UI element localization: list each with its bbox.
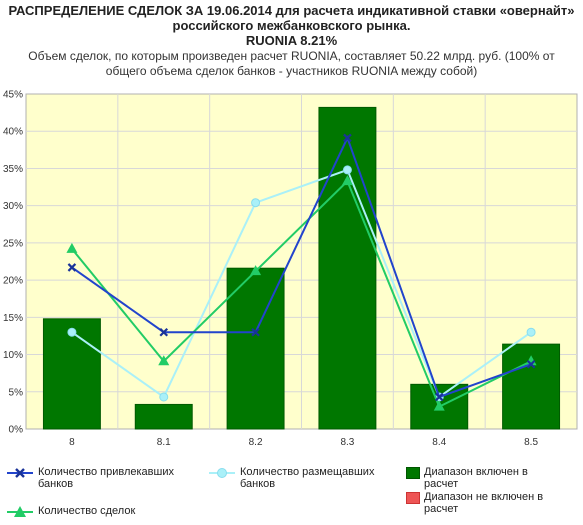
y-tick-label: 30% xyxy=(3,201,23,212)
data-point xyxy=(67,263,77,272)
chart-title-line-3: RUONIA 8.21% xyxy=(245,33,338,48)
legend-label-placers: Количество размещавших банков xyxy=(240,466,375,490)
y-tick-label: 10% xyxy=(3,350,23,361)
chart-subtitle: Объем сделок, по которым произведен расч… xyxy=(0,49,583,79)
x-marker-icon xyxy=(7,468,33,478)
x-tick-label: 8.3 xyxy=(340,437,354,448)
data-point xyxy=(343,133,352,143)
chart-subtitle-line-2: общего объема сделок банков - участников… xyxy=(105,64,478,78)
legend-item-borrowers[interactable]: Количество привлекавших банков xyxy=(6,466,178,490)
data-point xyxy=(434,392,444,402)
legend-item-placers[interactable]: Количество размещавших банков xyxy=(208,466,380,490)
data-point xyxy=(526,359,536,369)
data-point xyxy=(159,392,169,402)
data-point xyxy=(250,265,262,276)
data-point xyxy=(251,327,260,337)
legend-label-included: Диапазон включен в расчет xyxy=(424,466,528,490)
chart-subtitle-line-1: Объем сделок, по которым произведен расч… xyxy=(28,49,555,63)
chart-title-line-2: российского межбанковского рынка. xyxy=(172,18,411,33)
bar xyxy=(134,403,193,430)
legend-item-included[interactable]: Диапазон включен в расчет xyxy=(406,466,564,490)
data-point xyxy=(251,198,261,208)
y-tick-label: 40% xyxy=(3,127,23,138)
chart-canvas: 0% 5% 10% 15% 20% 25% 30% 35% 40% 45% 8 8.1 8.2 8.3 8.… xyxy=(3,90,578,448)
data-point xyxy=(342,165,352,175)
included-swatch-icon xyxy=(406,467,420,479)
legend-label-excluded: Диапазон не включен в расчет xyxy=(424,491,544,515)
series-line xyxy=(71,179,532,409)
y-tick-label: 35% xyxy=(3,164,23,175)
x-tick-label: 8 xyxy=(69,437,75,448)
y-tick-label: 20% xyxy=(3,276,23,287)
data-point xyxy=(433,400,445,411)
x-tick-label: 8.5 xyxy=(524,437,538,448)
y-tick-label: 15% xyxy=(3,313,23,324)
triangle-marker-icon xyxy=(7,506,33,517)
bar xyxy=(42,318,101,430)
y-tick-label: 5% xyxy=(9,387,24,398)
chart-legend: Количество привлекавших банков Количеств… xyxy=(0,460,583,525)
x-tick-label: 8.4 xyxy=(432,437,446,448)
legend-item-deals[interactable]: Количество сделок xyxy=(6,505,178,519)
series-line xyxy=(71,135,532,399)
data-point xyxy=(67,327,77,337)
legend-item-excluded[interactable]: Диапазон не включен в расчет xyxy=(406,491,564,515)
bar xyxy=(318,106,377,430)
data-point xyxy=(66,242,78,253)
y-tick-label: 0% xyxy=(9,425,24,436)
data-point xyxy=(158,355,170,366)
chart-title-line-1: РАСПРЕДЕЛЕНИЕ СДЕЛОК ЗА 19.06.2014 для р… xyxy=(8,3,575,18)
excluded-swatch-icon xyxy=(406,492,420,504)
x-tick-label: 8.1 xyxy=(157,437,171,448)
y-tick-label: 25% xyxy=(3,238,23,249)
data-point xyxy=(341,175,353,186)
legend-label-borrowers: Количество привлекавших банков xyxy=(38,466,174,490)
bar xyxy=(226,267,285,430)
y-tick-label: 45% xyxy=(3,90,23,101)
series-line xyxy=(71,168,532,399)
data-point xyxy=(526,327,536,337)
circle-marker-icon xyxy=(209,468,235,478)
chart-title: РАСПРЕДЕЛЕНИЕ СДЕЛОК ЗА 19.06.2014 для р… xyxy=(0,3,583,48)
data-point xyxy=(159,327,169,337)
legend-label-deals: Количество сделок xyxy=(38,505,136,517)
x-tick-label: 8.2 xyxy=(249,437,263,448)
